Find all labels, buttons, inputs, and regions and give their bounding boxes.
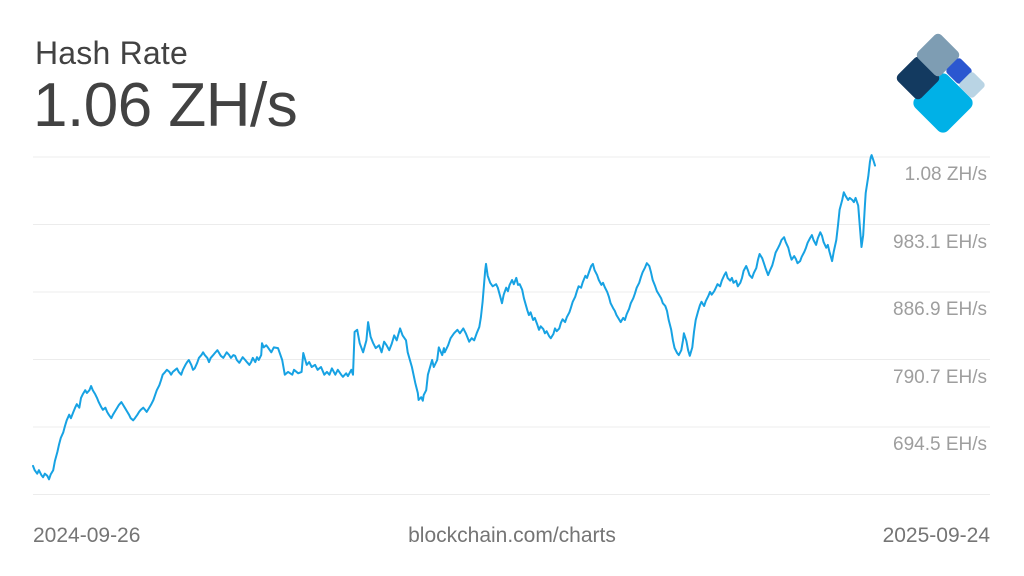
- y-axis-label: 983.1 EH/s: [893, 231, 987, 253]
- y-axis-label: 886.9 EH/s: [893, 299, 987, 320]
- y-axis-label: 790.7 EH/s: [893, 366, 987, 388]
- logo-piece-royal: [946, 58, 972, 84]
- watermark: blockchain.com/charts: [408, 524, 616, 547]
- logo-piece-light: [959, 72, 985, 98]
- gridlines: [33, 156, 990, 495]
- logo-piece-slate: [916, 33, 960, 77]
- x-axis-start-date: 2024-09-26: [33, 524, 141, 547]
- y-axis-label: 694.5 EH/s: [893, 434, 987, 455]
- blockchain-logo-icon: [896, 33, 985, 133]
- current-value: 1.06 ZH/s: [33, 71, 298, 140]
- page-title: Hash Rate: [35, 35, 188, 71]
- x-axis-end-date: 2025-09-24: [882, 524, 990, 547]
- y-axis-label: 1.08 ZH/s: [904, 164, 987, 185]
- hash-rate-line: [32, 154, 876, 481]
